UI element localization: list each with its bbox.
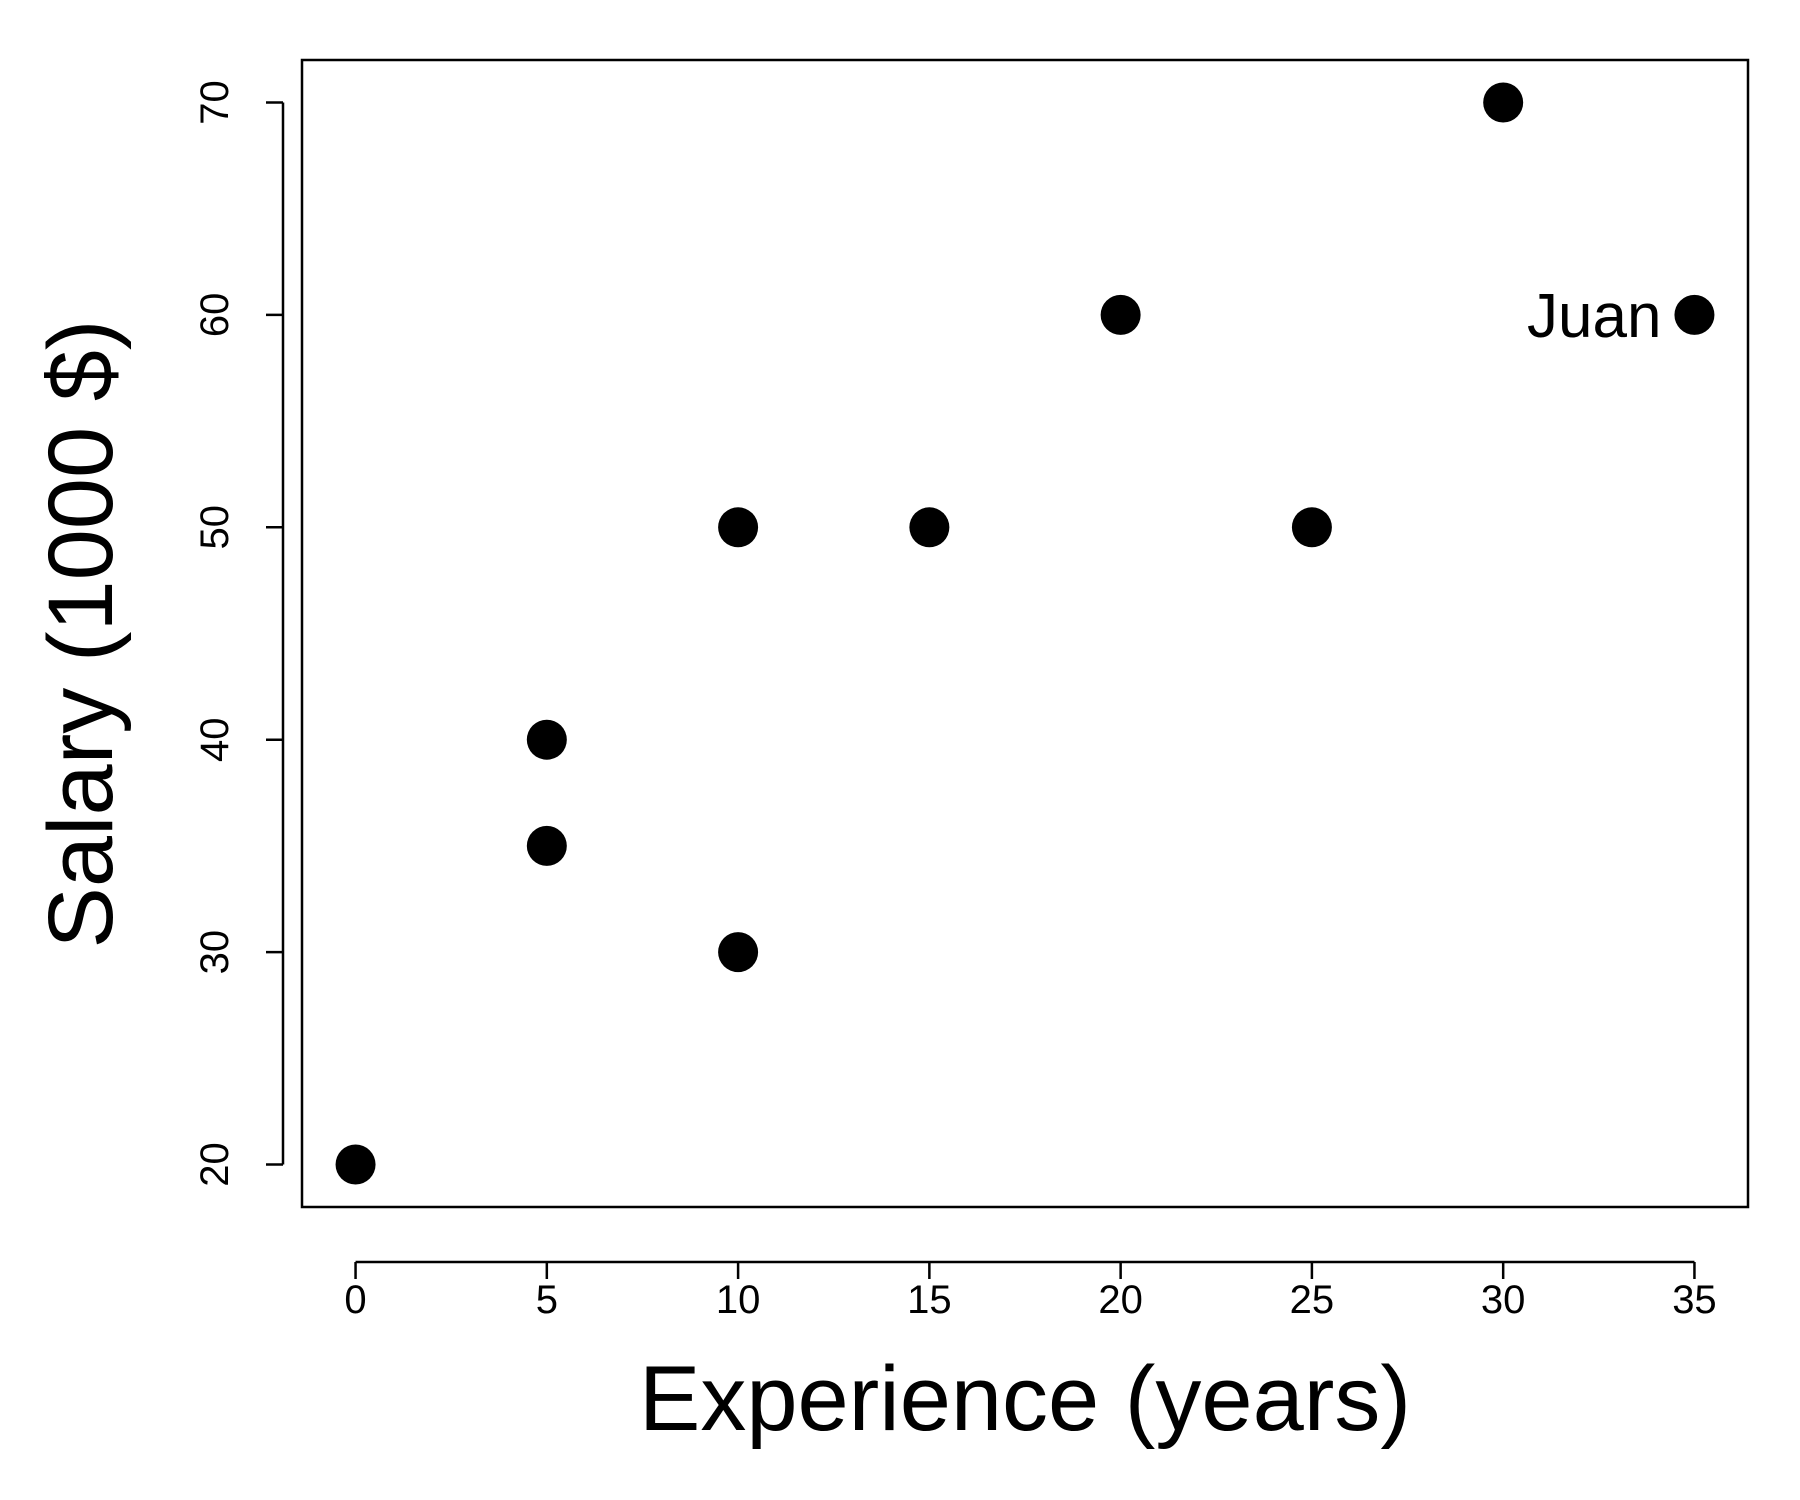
y-tick-label: 70 — [193, 80, 237, 125]
y-tick-label: 20 — [193, 1142, 237, 1187]
y-tick-label: 40 — [193, 717, 237, 762]
x-axis-title: Experience (years) — [639, 1348, 1411, 1450]
x-tick-label: 20 — [1098, 1278, 1143, 1322]
x-tick-label: 5 — [536, 1278, 558, 1322]
data-point — [718, 507, 759, 548]
data-point — [1674, 294, 1715, 335]
x-tick-label: 10 — [716, 1278, 761, 1322]
x-tick-label: 0 — [344, 1278, 366, 1322]
y-tick-label: 50 — [193, 505, 237, 550]
data-point — [526, 719, 567, 760]
data-point — [526, 825, 567, 866]
point-annotation: Juan — [1527, 282, 1661, 351]
x-tick-label: 30 — [1481, 1278, 1526, 1322]
annotations: Juan — [1527, 282, 1661, 351]
y-axis-title: Salary (1000 $) — [30, 320, 132, 949]
y-tick-label: 30 — [193, 930, 237, 975]
data-point — [1100, 294, 1141, 335]
y-tick-label: 60 — [193, 293, 237, 338]
plot-frame — [300, 58, 1750, 1209]
data-point — [335, 1144, 376, 1185]
x-axis: 0 5 10 15 20 25 30 35 — [344, 1260, 1717, 1322]
x-tick-label: 15 — [907, 1278, 952, 1322]
data-point — [718, 932, 759, 973]
x-tick-label: 25 — [1290, 1278, 1335, 1322]
x-tick-label: 35 — [1672, 1278, 1717, 1322]
y-axis: 20 30 40 50 60 70 — [193, 80, 285, 1187]
data-point — [909, 507, 950, 548]
data-point — [1291, 507, 1332, 548]
data-points — [335, 82, 1715, 1185]
data-point — [1483, 82, 1524, 123]
